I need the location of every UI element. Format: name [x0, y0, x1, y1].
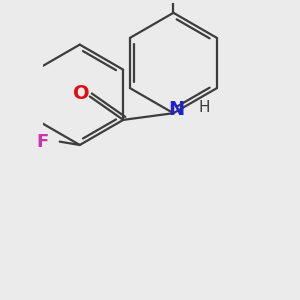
Text: H: H: [199, 100, 210, 115]
Text: F: F: [36, 133, 48, 151]
Text: N: N: [169, 100, 185, 119]
Text: O: O: [74, 84, 90, 103]
